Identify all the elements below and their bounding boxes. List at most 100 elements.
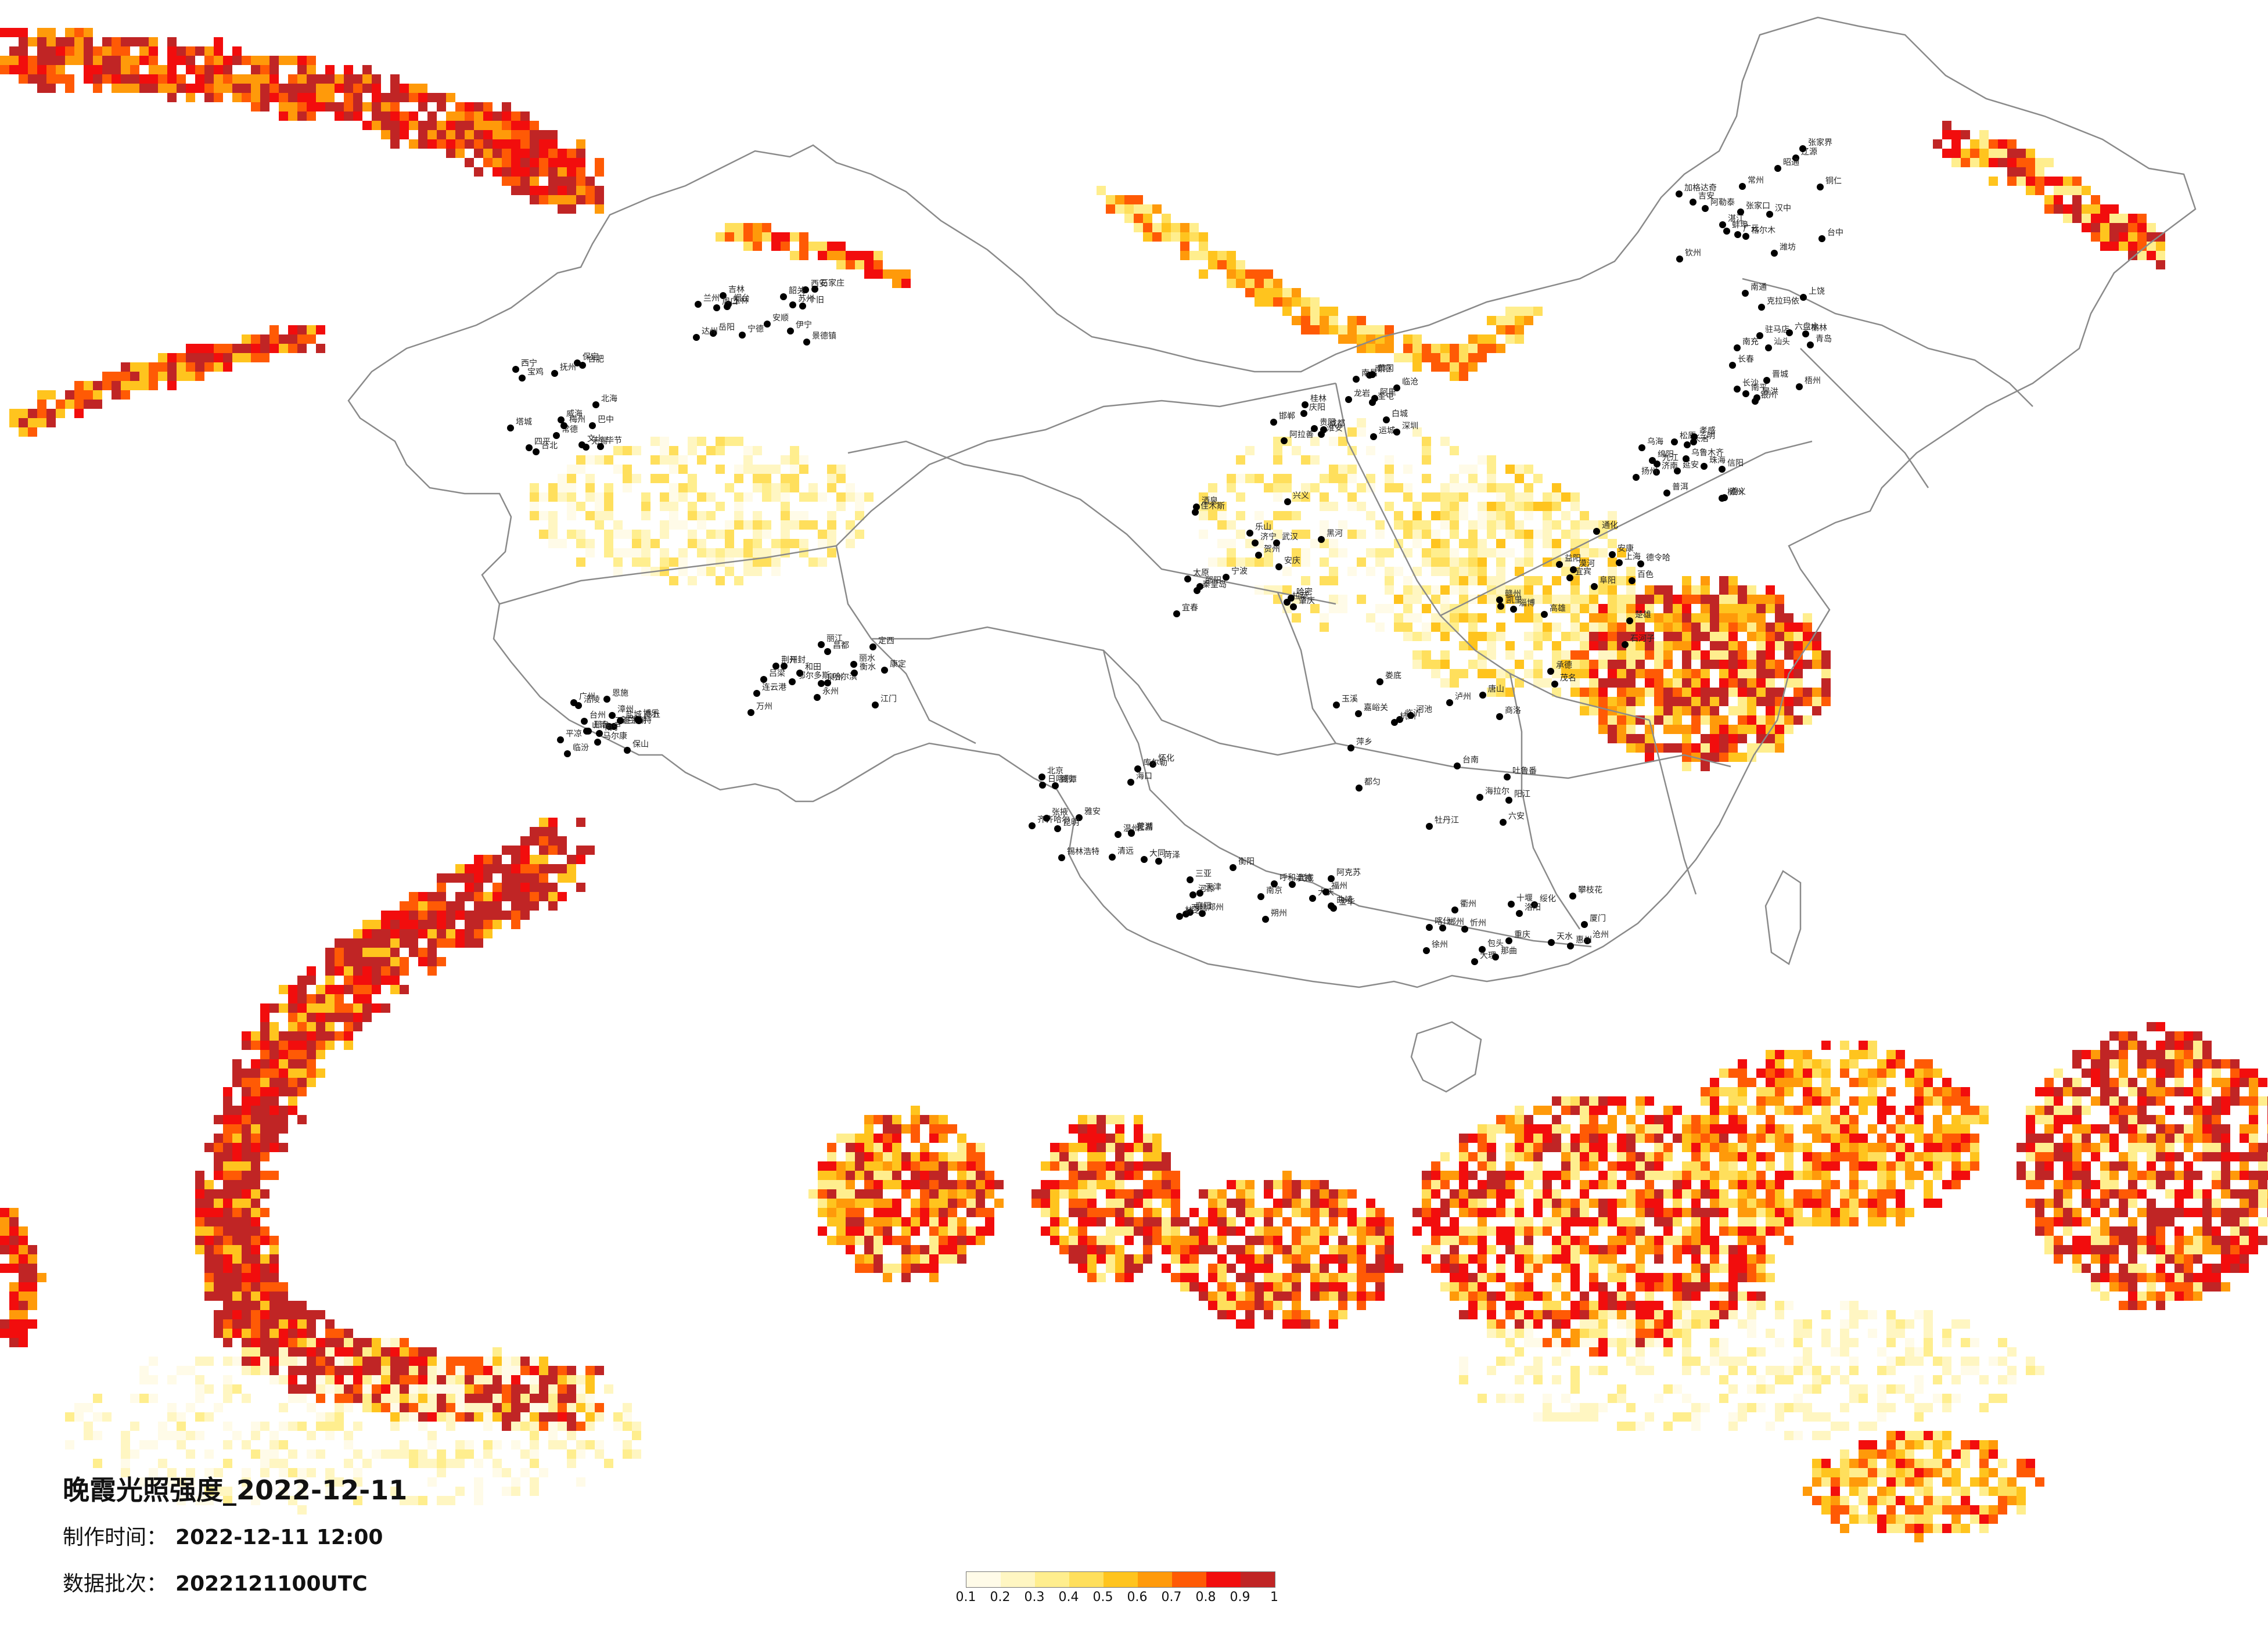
intensity-cell xyxy=(632,530,641,539)
intensity-cell xyxy=(56,65,65,74)
intensity-cell xyxy=(37,65,46,74)
intensity-cell xyxy=(576,557,585,567)
intensity-cell xyxy=(9,56,19,65)
intensity-cell xyxy=(1338,604,1347,613)
intensity-cell xyxy=(1478,613,1487,623)
intensity-cell xyxy=(576,139,585,149)
intensity-cell xyxy=(716,557,725,567)
intensity-cell xyxy=(1775,613,1784,623)
intensity-cell xyxy=(1533,641,1543,650)
intensity-cell xyxy=(2119,214,2128,223)
intensity-cell xyxy=(1403,465,1412,474)
intensity-cell xyxy=(1766,697,1775,706)
intensity-cell xyxy=(493,139,502,149)
intensity-cell xyxy=(1357,418,1366,427)
intensity-cell xyxy=(1385,344,1394,353)
intensity-cell xyxy=(650,474,660,483)
intensity-cell xyxy=(1636,697,1645,706)
intensity-cell xyxy=(1701,715,1710,725)
intensity-cell xyxy=(381,130,390,139)
intensity-cell xyxy=(1199,232,1208,242)
intensity-cell xyxy=(781,548,790,557)
intensity-cell xyxy=(260,74,269,84)
intensity-cell xyxy=(1682,697,1691,706)
intensity-cell xyxy=(1663,613,1673,623)
intensity-cell xyxy=(1459,372,1468,381)
intensity-cell xyxy=(2026,186,2035,195)
intensity-cell xyxy=(539,1384,548,1394)
intensity-cell xyxy=(1478,334,1487,344)
intensity-cell xyxy=(1747,706,1756,715)
intensity-cell xyxy=(874,269,883,279)
intensity-cell xyxy=(1552,502,1561,511)
intensity-cell xyxy=(2128,251,2137,260)
intensity-cell xyxy=(1478,455,1487,465)
intensity-cell xyxy=(130,74,139,84)
intensity-cell xyxy=(1255,269,1264,279)
intensity-cell xyxy=(195,1199,204,1208)
intensity-cell xyxy=(1775,743,1784,753)
intensity-cell xyxy=(716,446,725,455)
intensity-cell xyxy=(1691,641,1701,650)
intensity-cell xyxy=(1766,660,1775,669)
intensity-cell xyxy=(1979,158,1989,167)
intensity-cell xyxy=(2137,232,2147,242)
intensity-cell xyxy=(1775,623,1784,632)
intensity-cell xyxy=(19,37,28,46)
intensity-cell xyxy=(465,1384,474,1394)
intensity-cell xyxy=(362,102,372,111)
intensity-cell xyxy=(660,455,669,465)
intensity-cell xyxy=(1478,539,1487,548)
intensity-cell xyxy=(1255,557,1264,567)
intensity-cell xyxy=(706,567,716,576)
intensity-cell xyxy=(260,84,269,93)
intensity-cell xyxy=(1728,734,1738,743)
intensity-cell xyxy=(1766,669,1775,678)
intensity-cell xyxy=(1440,678,1450,688)
intensity-cell xyxy=(465,130,474,139)
intensity-cell xyxy=(1682,725,1691,734)
intensity-cell xyxy=(130,65,139,74)
intensity-cell xyxy=(204,1208,214,1217)
intensity-cell xyxy=(1515,530,1524,539)
intensity-cell xyxy=(1617,595,1626,604)
intensity-cell xyxy=(1570,604,1580,613)
intensity-cell xyxy=(232,1143,242,1152)
intensity-cell xyxy=(344,1041,353,1050)
intensity-cell xyxy=(539,530,548,539)
intensity-cell xyxy=(316,985,325,994)
intensity-cell xyxy=(2072,195,2082,204)
intensity-cell xyxy=(1691,697,1701,706)
intensity-cell xyxy=(1784,632,1793,641)
intensity-cell xyxy=(1543,530,1552,539)
intensity-cell xyxy=(372,1003,381,1013)
intensity-cell xyxy=(251,1078,260,1087)
intensity-cell xyxy=(567,855,576,864)
intensity-cell xyxy=(1394,567,1403,576)
intensity-cell xyxy=(121,372,130,381)
intensity-cell xyxy=(1580,604,1589,613)
intensity-cell xyxy=(1682,641,1691,650)
intensity-cell xyxy=(251,1338,260,1347)
intensity-cell xyxy=(1385,325,1394,334)
intensity-cell xyxy=(242,1031,251,1041)
intensity-cell xyxy=(279,93,288,102)
intensity-cell xyxy=(260,93,269,102)
intensity-cell xyxy=(362,74,372,84)
intensity-cell xyxy=(548,158,558,167)
intensity-cell xyxy=(204,93,214,102)
intensity-cell xyxy=(1422,660,1431,669)
intensity-cell xyxy=(502,158,511,167)
intensity-cell xyxy=(2119,242,2128,251)
intensity-cell xyxy=(678,483,688,492)
intensity-cell xyxy=(74,390,84,400)
intensity-cell xyxy=(1468,548,1478,557)
intensity-cell xyxy=(595,492,604,502)
intensity-cell xyxy=(455,149,465,158)
intensity-cell xyxy=(288,74,297,84)
intensity-cell xyxy=(1951,149,1961,158)
intensity-cell xyxy=(242,1087,251,1096)
intensity-cell xyxy=(530,827,539,836)
intensity-cell xyxy=(344,1394,353,1403)
intensity-cell xyxy=(279,111,288,121)
